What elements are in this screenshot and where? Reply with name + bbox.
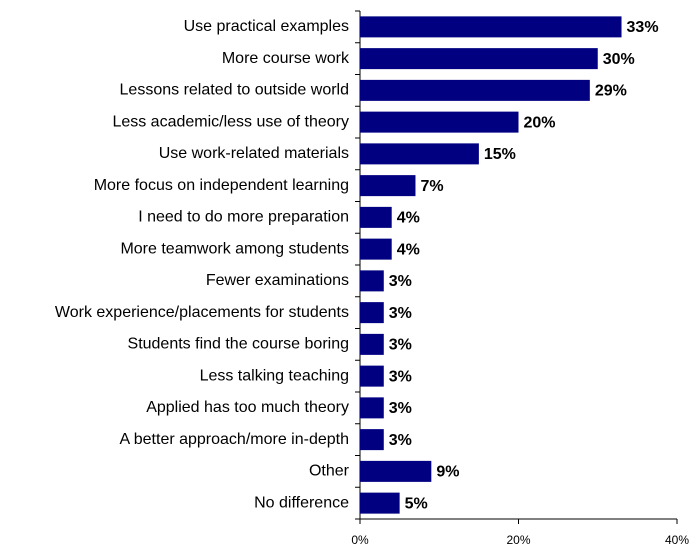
bar — [360, 79, 590, 101]
y-tick-label: Less talking teaching — [200, 367, 349, 384]
x-tick-label: 20% — [506, 533, 530, 547]
y-tick-label: More focus on independent learning — [94, 177, 349, 194]
y-tick-label: More course work — [222, 50, 350, 67]
value-label: 3% — [389, 305, 412, 322]
bar — [360, 365, 384, 387]
y-tick-label: Less academic/less use of theory — [112, 113, 349, 130]
value-label: 15% — [484, 146, 516, 163]
bar — [360, 175, 416, 197]
bar — [360, 429, 384, 451]
bar — [360, 270, 384, 292]
y-tick-label: No difference — [254, 494, 349, 511]
value-label: 3% — [389, 273, 412, 290]
value-label: 3% — [389, 432, 412, 449]
value-label: 3% — [389, 368, 412, 385]
bar — [360, 143, 479, 165]
bar — [360, 302, 384, 324]
value-label: 9% — [436, 464, 459, 481]
y-tick-label: Fewer examinations — [206, 272, 349, 289]
value-label: 4% — [397, 210, 420, 227]
y-tick-label: Students find the course boring — [128, 336, 349, 353]
x-tick-label: 0% — [351, 533, 369, 547]
y-tick-label: Other — [309, 463, 350, 480]
value-label: 3% — [389, 337, 412, 354]
bar — [360, 333, 384, 355]
y-tick-label: Applied has too much theory — [146, 399, 349, 416]
bar — [360, 16, 622, 38]
value-label: 4% — [397, 241, 420, 258]
bar — [360, 48, 598, 70]
y-tick-label: Use practical examples — [184, 18, 349, 35]
bar — [360, 397, 384, 419]
value-label: 30% — [603, 51, 635, 68]
bar — [360, 492, 400, 514]
y-tick-label: Work experience/placements for students — [55, 304, 349, 321]
y-tick-label: Use work-related materials — [159, 145, 349, 162]
y-tick-label: A better approach/more in-depth — [120, 431, 349, 448]
bar — [360, 460, 432, 482]
y-tick-label: I need to do more preparation — [138, 209, 349, 226]
bar — [360, 111, 519, 133]
value-label: 5% — [405, 495, 428, 512]
value-label: 7% — [420, 178, 443, 195]
value-label: 29% — [595, 83, 627, 100]
bar — [360, 238, 392, 260]
y-tick-label: Lessons related to outside world — [120, 82, 349, 99]
bar — [360, 206, 392, 228]
y-tick-label: More teamwork among students — [120, 240, 349, 257]
value-label: 33% — [627, 19, 659, 36]
x-tick-label: 40% — [665, 533, 689, 547]
value-label: 3% — [389, 400, 412, 417]
value-label: 20% — [524, 114, 556, 131]
